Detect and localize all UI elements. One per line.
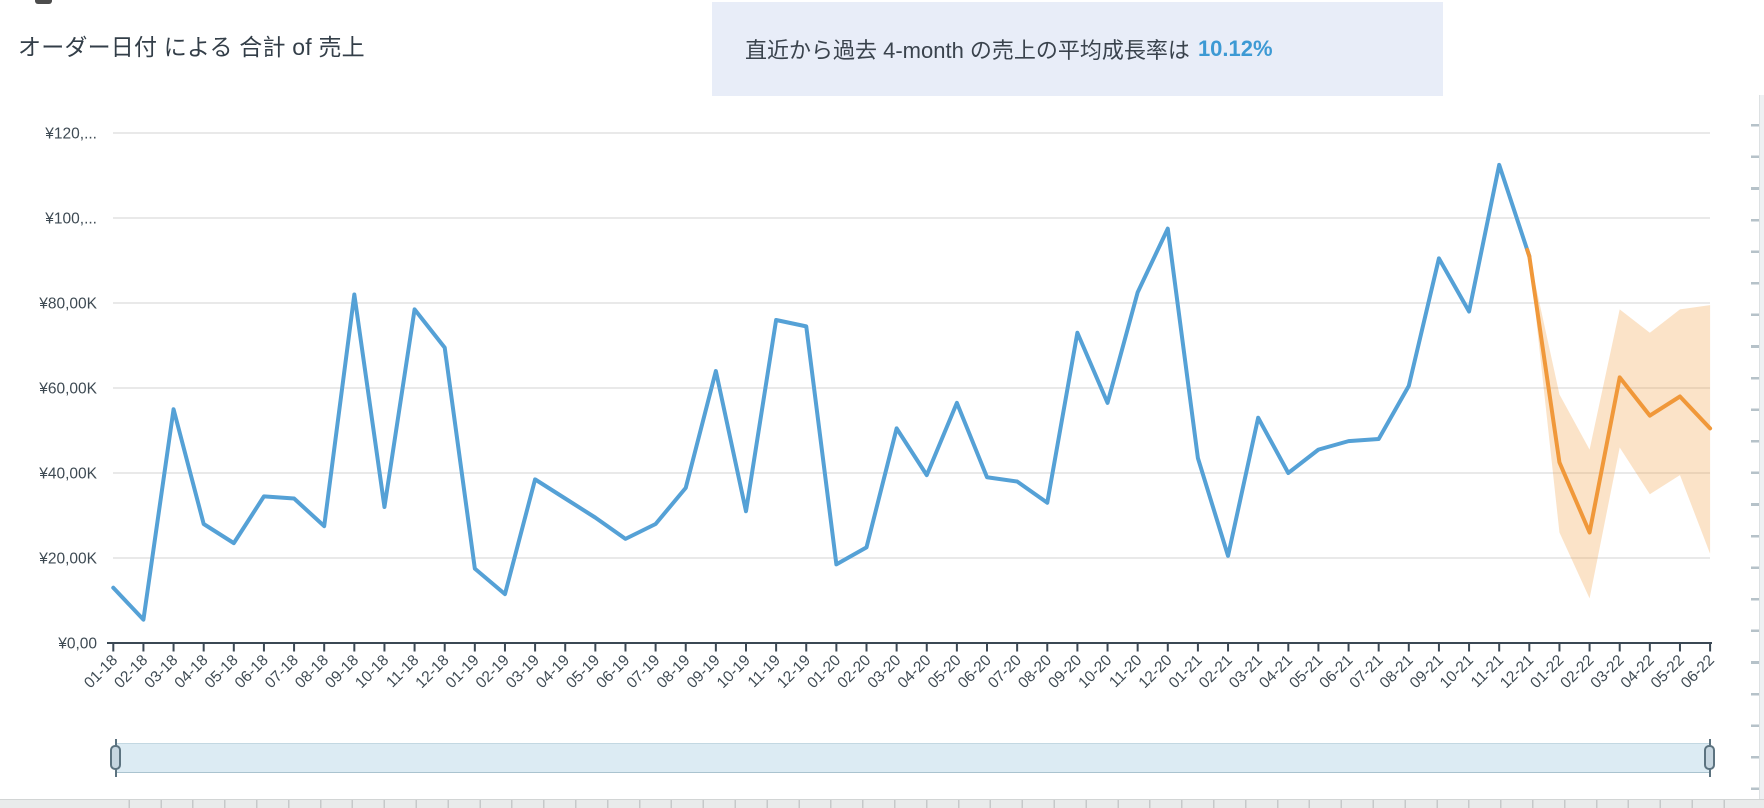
svg-text:03-21: 03-21	[1226, 652, 1266, 692]
svg-text:09-18: 09-18	[322, 652, 362, 692]
svg-text:09-19: 09-19	[684, 652, 724, 692]
svg-text:06-18: 06-18	[232, 652, 272, 692]
bottom-panel-strip	[0, 799, 1764, 808]
svg-text:02-18: 02-18	[111, 652, 151, 692]
svg-text:12-21: 12-21	[1497, 652, 1537, 692]
adjacent-panel-ruler	[1751, 95, 1764, 800]
svg-text:08-19: 08-19	[653, 652, 693, 692]
chart-title: オーダー日付 による 合計 of 売上	[18, 34, 365, 60]
svg-text:06-20: 06-20	[955, 652, 995, 692]
svg-text:01-18: 01-18	[81, 652, 121, 692]
svg-text:06-21: 06-21	[1316, 652, 1356, 692]
insight-text: 直近から過去 4-month の売上の平均成長率は	[745, 38, 1190, 63]
series-lines	[111, 162, 1713, 622]
svg-text:¥100,...: ¥100,...	[44, 211, 97, 228]
insight-callout: 直近から過去 4-month の売上の平均成長率は 10.12%	[712, 2, 1443, 96]
svg-text:05-18: 05-18	[202, 652, 242, 692]
svg-text:09-21: 09-21	[1407, 652, 1447, 692]
scrollbar-right-handle[interactable]	[1704, 745, 1715, 770]
x-axis-labels: 01-1802-1803-1804-1805-1806-1807-1808-18…	[81, 652, 1718, 692]
svg-text:09-20: 09-20	[1045, 652, 1085, 692]
svg-text:02-22: 02-22	[1557, 652, 1597, 692]
svg-text:04-20: 04-20	[895, 652, 935, 692]
svg-text:¥120,...: ¥120,...	[44, 126, 97, 143]
svg-text:07-20: 07-20	[985, 652, 1025, 692]
x-axis	[107, 642, 1712, 652]
svg-text:10-18: 10-18	[352, 652, 392, 692]
scrollbar-left-handle[interactable]	[110, 745, 121, 770]
svg-text:03-22: 03-22	[1587, 652, 1627, 692]
svg-text:06-19: 06-19	[593, 652, 633, 692]
svg-text:05-21: 05-21	[1286, 652, 1326, 692]
svg-text:01-22: 01-22	[1527, 652, 1567, 692]
svg-text:¥60,00K: ¥60,00K	[38, 381, 97, 398]
svg-text:01-20: 01-20	[804, 652, 844, 692]
svg-text:¥20,00K: ¥20,00K	[38, 551, 97, 568]
svg-text:04-21: 04-21	[1256, 652, 1296, 692]
forecast-confidence-band	[1529, 256, 1711, 599]
forecast-series-line	[1525, 247, 1713, 535]
svg-text:05-19: 05-19	[563, 652, 603, 692]
svg-text:¥80,00K: ¥80,00K	[38, 296, 97, 313]
svg-text:03-19: 03-19	[503, 652, 543, 692]
svg-text:06-22: 06-22	[1678, 652, 1718, 692]
svg-text:10-21: 10-21	[1437, 652, 1477, 692]
svg-text:12-18: 12-18	[412, 652, 452, 692]
gridlines	[113, 132, 1710, 559]
svg-text:02-20: 02-20	[834, 652, 874, 692]
svg-text:02-19: 02-19	[473, 652, 513, 692]
svg-text:04-18: 04-18	[171, 652, 211, 692]
svg-text:¥40,00K: ¥40,00K	[38, 466, 97, 483]
svg-text:02-21: 02-21	[1196, 652, 1236, 692]
svg-text:04-22: 04-22	[1618, 652, 1658, 692]
svg-text:03-20: 03-20	[864, 652, 904, 692]
svg-text:12-20: 12-20	[1136, 652, 1176, 692]
svg-text:08-21: 08-21	[1377, 652, 1417, 692]
svg-text:07-19: 07-19	[623, 652, 663, 692]
svg-text:01-21: 01-21	[1166, 652, 1206, 692]
y-axis-labels: ¥0,00 ¥20,00K ¥40,00K ¥60,00K ¥80,00K ¥100,..…	[38, 126, 97, 653]
forecast-band-area	[1529, 256, 1711, 599]
svg-text:10-19: 10-19	[714, 652, 754, 692]
insight-highlight-value: 10.12%	[1197, 36, 1273, 61]
svg-text:08-20: 08-20	[1015, 652, 1055, 692]
actual-series-line	[111, 162, 1532, 622]
svg-text:10-20: 10-20	[1075, 652, 1115, 692]
bottom-panel-cells	[98, 800, 1748, 808]
svg-text:05-22: 05-22	[1648, 652, 1688, 692]
top-edge-artifact	[35, 0, 52, 4]
svg-text:¥0,00: ¥0,00	[57, 636, 97, 653]
range-selector-scrollbar[interactable]	[116, 743, 1710, 773]
svg-text:12-19: 12-19	[774, 652, 814, 692]
svg-text:05-20: 05-20	[925, 652, 965, 692]
svg-text:07-18: 07-18	[262, 652, 302, 692]
svg-text:08-18: 08-18	[292, 652, 332, 692]
svg-text:04-19: 04-19	[533, 652, 573, 692]
svg-text:03-18: 03-18	[141, 652, 181, 692]
svg-text:07-21: 07-21	[1346, 652, 1386, 692]
svg-text:01-19: 01-19	[443, 652, 483, 692]
